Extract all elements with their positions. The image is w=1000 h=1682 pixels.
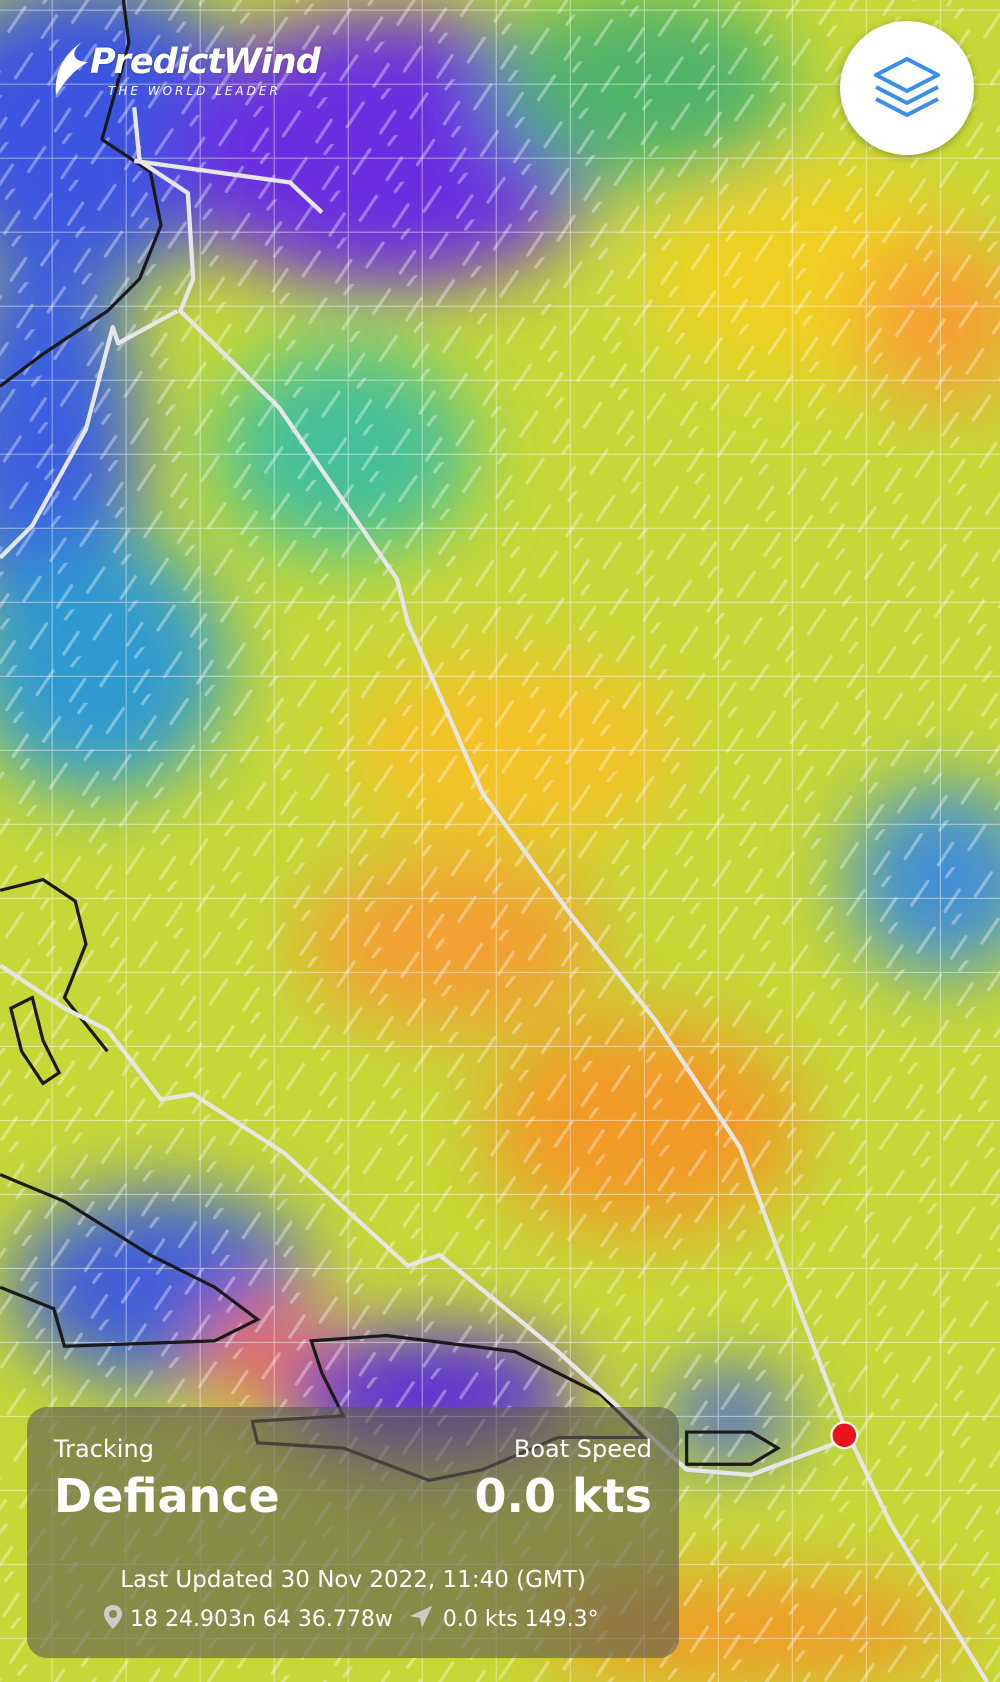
layers-icon <box>874 57 940 117</box>
course-icon <box>409 1606 432 1628</box>
logo-icon <box>55 42 88 95</box>
route <box>0 107 989 1682</box>
tracking-label: Tracking <box>54 1435 154 1463</box>
boat-name: Defiance <box>54 1469 280 1523</box>
tracking-card[interactable]: Tracking Defiance Boat Speed 0.0 kts Las… <box>27 1407 679 1658</box>
coordinates: 18 24.903n 64 36.778w <box>130 1607 393 1632</box>
brand-name: PredictWind <box>90 42 321 82</box>
boat-position[interactable] <box>830 1421 859 1450</box>
speed-label: Boat Speed <box>513 1435 652 1463</box>
course: 0.0 kts 149.3° <box>442 1607 599 1632</box>
brand-tagline: THE WORLD LEADER <box>108 84 281 98</box>
boat-speed: 0.0 kts <box>474 1469 652 1523</box>
position-row: 18 24.903n 64 36.778w 0.0 kts 149.3° <box>103 1604 599 1632</box>
pin-icon <box>104 1605 122 1629</box>
layers-button[interactable] <box>840 21 974 155</box>
last-updated: Last Updated 30 Nov 2022, 11:40 (GMT) <box>120 1567 586 1593</box>
